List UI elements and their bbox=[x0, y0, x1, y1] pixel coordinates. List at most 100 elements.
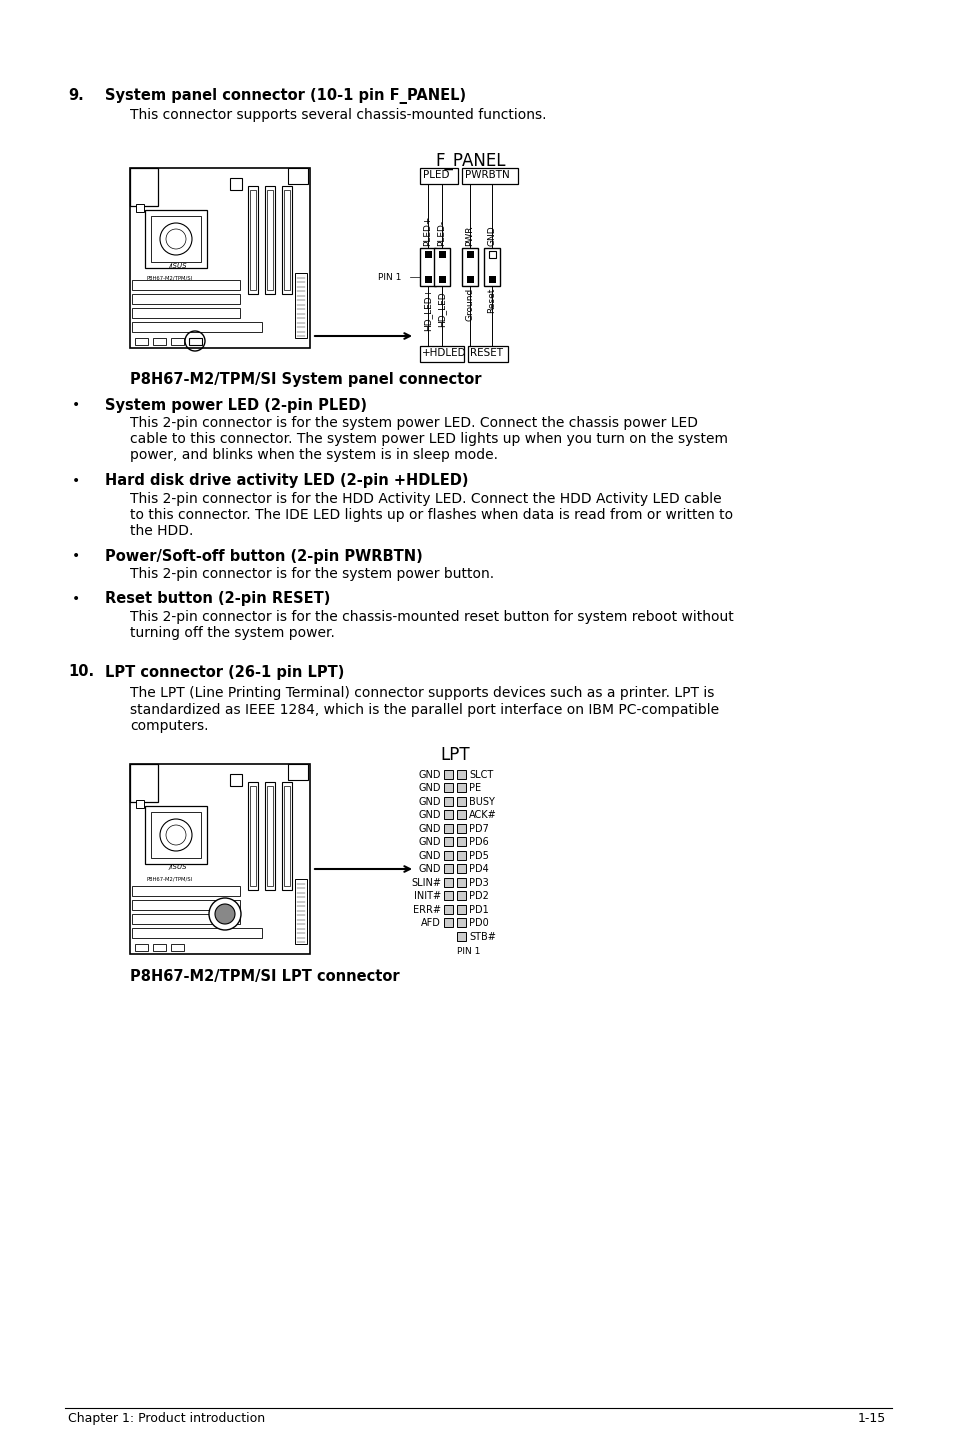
Bar bbox=[461, 247, 477, 286]
Bar bbox=[250, 190, 255, 290]
Bar bbox=[267, 787, 273, 886]
Text: GND: GND bbox=[418, 864, 440, 874]
Bar bbox=[419, 168, 457, 184]
Text: GND: GND bbox=[418, 851, 440, 861]
Bar bbox=[132, 322, 262, 332]
Bar bbox=[443, 919, 453, 928]
Text: F_PANEL: F_PANEL bbox=[435, 152, 505, 170]
Bar bbox=[434, 247, 450, 286]
Circle shape bbox=[160, 223, 192, 255]
Bar bbox=[248, 782, 257, 890]
Text: PWR: PWR bbox=[465, 226, 474, 246]
Bar bbox=[443, 864, 453, 873]
Text: /ISUS: /ISUS bbox=[169, 263, 187, 269]
Text: +HDLED: +HDLED bbox=[421, 348, 466, 358]
Bar bbox=[230, 178, 242, 190]
Text: 1-15: 1-15 bbox=[857, 1412, 885, 1425]
Circle shape bbox=[214, 905, 234, 925]
Bar bbox=[152, 943, 166, 951]
Bar bbox=[424, 276, 432, 283]
Bar bbox=[250, 787, 255, 886]
Text: PD3: PD3 bbox=[469, 877, 488, 887]
Bar bbox=[230, 774, 242, 787]
Bar bbox=[130, 168, 158, 206]
Bar bbox=[284, 190, 290, 290]
Bar bbox=[456, 851, 465, 860]
Bar bbox=[130, 168, 310, 348]
Bar bbox=[468, 347, 507, 362]
Text: /ISUS: /ISUS bbox=[169, 864, 187, 870]
Text: PD1: PD1 bbox=[469, 905, 488, 915]
Text: RESET: RESET bbox=[470, 348, 502, 358]
Bar bbox=[265, 782, 274, 890]
Bar bbox=[443, 769, 453, 779]
Bar bbox=[456, 769, 465, 779]
Bar bbox=[443, 851, 453, 860]
Bar bbox=[282, 782, 292, 890]
Text: PLED: PLED bbox=[422, 170, 449, 180]
Bar bbox=[132, 886, 240, 896]
Text: This 2-pin connector is for the HDD Activity LED. Connect the HDD Activity LED c: This 2-pin connector is for the HDD Acti… bbox=[130, 492, 732, 538]
Text: PD4: PD4 bbox=[469, 864, 488, 874]
Text: This 2-pin connector is for the system power button.: This 2-pin connector is for the system p… bbox=[130, 567, 494, 581]
Text: PD0: PD0 bbox=[469, 919, 488, 929]
Bar bbox=[267, 190, 273, 290]
Text: P8H67-M2/TPM/SI: P8H67-M2/TPM/SI bbox=[147, 877, 193, 881]
Bar bbox=[419, 347, 463, 362]
Text: PLED-: PLED- bbox=[437, 220, 446, 246]
Bar bbox=[456, 932, 465, 940]
Bar bbox=[456, 905, 465, 913]
Bar bbox=[132, 928, 262, 938]
Text: PLED+: PLED+ bbox=[423, 216, 432, 246]
Bar bbox=[456, 877, 465, 887]
Bar bbox=[456, 892, 465, 900]
Circle shape bbox=[160, 820, 192, 851]
Text: PE: PE bbox=[469, 784, 480, 794]
Circle shape bbox=[209, 897, 241, 930]
Bar bbox=[132, 900, 240, 910]
Text: P8H67-M2/TPM/SI: P8H67-M2/TPM/SI bbox=[147, 276, 193, 280]
Text: PIN 1: PIN 1 bbox=[377, 273, 401, 282]
Bar bbox=[171, 338, 184, 345]
Text: BUSY: BUSY bbox=[469, 797, 495, 807]
Bar bbox=[135, 943, 148, 951]
Bar bbox=[130, 764, 310, 953]
Text: •: • bbox=[71, 398, 80, 413]
Bar bbox=[145, 210, 207, 267]
Bar bbox=[489, 252, 496, 257]
Bar bbox=[248, 186, 257, 293]
Bar bbox=[288, 764, 308, 779]
Text: ERR#: ERR# bbox=[413, 905, 440, 915]
Bar bbox=[467, 276, 474, 283]
Text: GND: GND bbox=[418, 824, 440, 834]
Text: PIN 1: PIN 1 bbox=[456, 948, 480, 956]
Bar bbox=[438, 276, 446, 283]
Bar bbox=[483, 247, 499, 286]
Bar bbox=[443, 892, 453, 900]
Text: INIT#: INIT# bbox=[414, 892, 440, 902]
Bar bbox=[443, 797, 453, 805]
Bar bbox=[489, 276, 496, 283]
Bar bbox=[145, 807, 207, 864]
Bar bbox=[443, 837, 453, 846]
Text: •: • bbox=[71, 591, 80, 605]
Text: P8H67-M2/TPM/SI System panel connector: P8H67-M2/TPM/SI System panel connector bbox=[130, 372, 481, 387]
Text: GND: GND bbox=[418, 837, 440, 847]
Text: Chapter 1: Product introduction: Chapter 1: Product introduction bbox=[68, 1412, 265, 1425]
Text: SLCT: SLCT bbox=[469, 769, 493, 779]
Bar bbox=[467, 252, 474, 257]
Text: GND: GND bbox=[418, 769, 440, 779]
Bar bbox=[443, 784, 453, 792]
Text: This connector supports several chassis-mounted functions.: This connector supports several chassis-… bbox=[130, 108, 546, 122]
Bar bbox=[151, 216, 201, 262]
Text: Reset: Reset bbox=[487, 288, 496, 313]
Bar bbox=[135, 338, 148, 345]
Text: Hard disk drive activity LED (2-pin +HDLED): Hard disk drive activity LED (2-pin +HDL… bbox=[105, 473, 468, 489]
Bar bbox=[152, 338, 166, 345]
Bar bbox=[294, 273, 307, 338]
Text: Power/Soft-off button (2-pin PWRBTN): Power/Soft-off button (2-pin PWRBTN) bbox=[105, 549, 422, 564]
Text: SLIN#: SLIN# bbox=[411, 877, 440, 887]
Bar bbox=[443, 810, 453, 820]
Text: The LPT (Line Printing Terminal) connector supports devices such as a printer. L: The LPT (Line Printing Terminal) connect… bbox=[130, 686, 719, 733]
Text: 9.: 9. bbox=[68, 88, 84, 104]
